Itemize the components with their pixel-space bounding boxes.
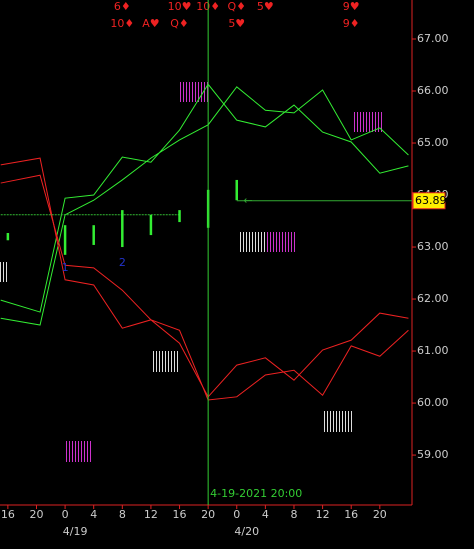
hatch-box <box>152 351 180 372</box>
x-tick-label: 4 <box>262 508 269 521</box>
y-tick-label: 65.00 <box>417 136 449 149</box>
x-tick-label: 12 <box>316 508 330 521</box>
x-tick-label: 20 <box>373 508 387 521</box>
hatch-box <box>324 411 352 432</box>
y-tick-label: 60.00 <box>417 396 449 409</box>
x-tick-label: 8 <box>290 508 297 521</box>
x-tick-label: 16 <box>1 508 15 521</box>
card-marker: 5♥ <box>257 0 274 13</box>
card-marker: 10♦ <box>110 17 134 30</box>
card-marker: 5♥ <box>228 17 245 30</box>
y-tick-label: 67.00 <box>417 32 449 45</box>
y-tick-label: 59.00 <box>417 448 449 461</box>
card-marker: Q♦ <box>170 17 189 30</box>
hatch-box <box>0 262 7 282</box>
hatch-box <box>180 82 208 102</box>
x-tick-label: 8 <box>119 508 126 521</box>
card-marker: Q♦ <box>227 0 246 13</box>
x-tick-label: 16 <box>173 508 187 521</box>
last-price-label: 63.89 <box>415 194 447 207</box>
x-tick-label: 12 <box>144 508 158 521</box>
card-marker: 9♥ <box>343 0 360 13</box>
hatch-box <box>238 232 266 252</box>
x-tick-label: 20 <box>29 508 43 521</box>
x-tick-label: 20 <box>201 508 215 521</box>
annotation: 1 <box>62 261 69 274</box>
x-tick-label: 16 <box>344 508 358 521</box>
card-marker: 9♦ <box>343 17 360 30</box>
y-tick-label: 63.00 <box>417 240 449 253</box>
last-price-box <box>412 192 446 210</box>
x-tick-label: 4 <box>90 508 97 521</box>
y-tick-label: 62.00 <box>417 292 449 305</box>
hatch-box <box>352 112 382 132</box>
hatch-boxes <box>0 82 382 462</box>
hatch-box <box>266 232 296 252</box>
date-label: 4/20 <box>234 525 259 538</box>
hatch-box <box>65 441 93 462</box>
y-tick-label: 61.00 <box>417 344 449 357</box>
x-tick-label: 0 <box>233 508 240 521</box>
card-marker: A♥ <box>142 17 159 30</box>
annotation: 2 <box>119 256 126 269</box>
date-label: 4/19 <box>63 525 88 538</box>
card-marker: 10♥ <box>168 0 192 13</box>
cursor-label: 4-19-2021 20:00 <box>210 487 302 500</box>
y-tick-label: 66.00 <box>417 84 449 97</box>
card-marker: 6♦ <box>114 0 131 13</box>
x-tick-label: 0 <box>62 508 69 521</box>
